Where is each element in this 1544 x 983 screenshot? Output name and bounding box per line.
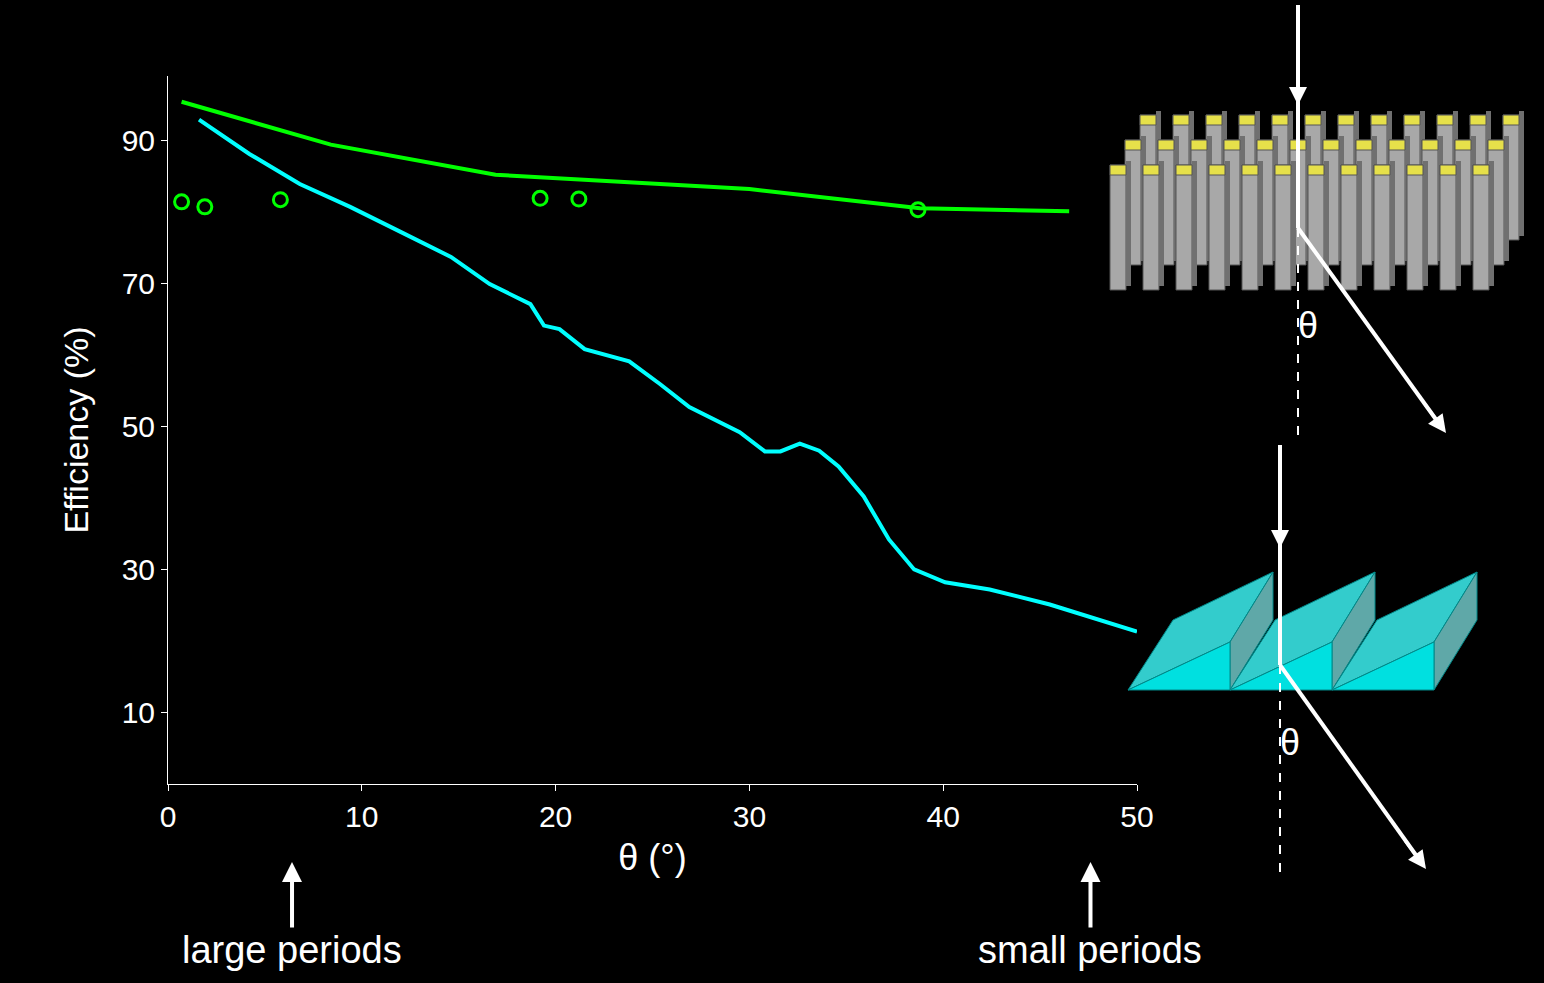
svg-text:50: 50 — [1120, 800, 1153, 833]
svg-text:θ: θ — [1298, 305, 1318, 346]
svg-text:90: 90 — [122, 124, 155, 157]
svg-text:30: 30 — [733, 800, 766, 833]
svg-text:small periods: small periods — [978, 929, 1202, 971]
svg-text:10: 10 — [122, 696, 155, 729]
svg-text:10: 10 — [345, 800, 378, 833]
svg-text:30: 30 — [122, 553, 155, 586]
svg-text:θ: θ — [1280, 722, 1300, 763]
svg-text:40: 40 — [927, 800, 960, 833]
svg-text:70: 70 — [122, 267, 155, 300]
svg-text:large periods: large periods — [182, 929, 402, 971]
svg-text:20: 20 — [539, 800, 572, 833]
svg-text:50: 50 — [122, 410, 155, 443]
svg-text:Efficiency (%): Efficiency (%) — [57, 326, 95, 533]
svg-text:θ (°): θ (°) — [618, 837, 686, 878]
svg-text:0: 0 — [160, 800, 177, 833]
